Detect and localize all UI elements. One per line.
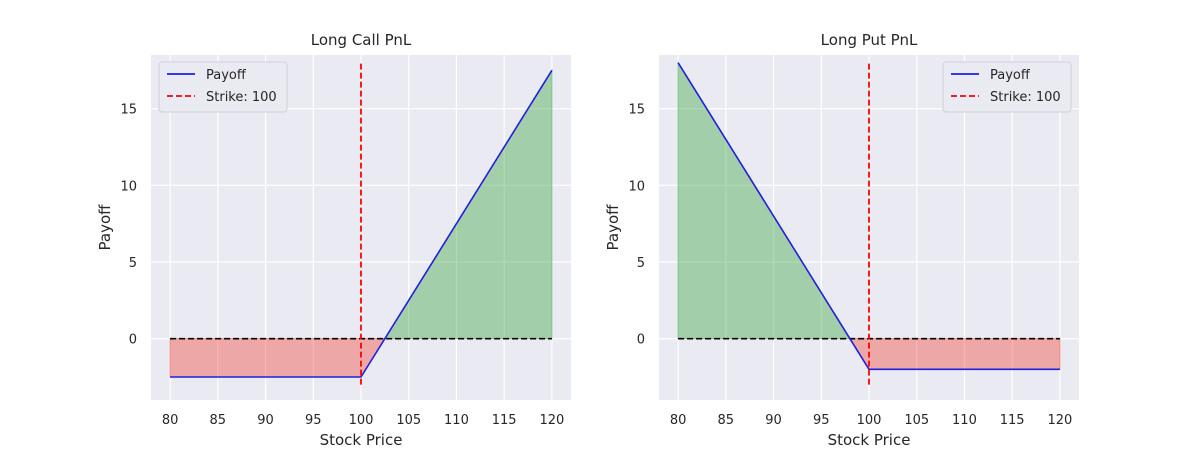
chart1-legend-payoff-label: Payoff (206, 68, 247, 83)
chart1-x-tick-label: 95 (305, 413, 322, 428)
chart1-payoff-line (170, 69, 553, 378)
chart1-x-tick-label: 120 (539, 413, 564, 428)
chart1-x-tick-label: 115 (492, 413, 517, 428)
chart2-x-tick-label: 95 (813, 413, 830, 428)
chart2-x-tick-label: 85 (718, 413, 735, 428)
chart1-y-tick-label: 0 (129, 333, 137, 348)
chart1-panel: 80 85 90 95 100 105 110 115 120 0 5 10 15 Stock Price… (96, 31, 571, 449)
chart2-title: Long Put PnL (821, 31, 918, 49)
chart1-y-tick-label: 10 (120, 179, 137, 194)
chart2-y-tick-label: 0 (637, 333, 645, 348)
chart2-y-tick-label: 10 (628, 179, 645, 194)
chart1-x-axis-label: Stock Price (320, 431, 403, 449)
chart2-x-tick-label: 115 (1000, 413, 1025, 428)
chart2-legend: Payoff Strike: 100 (942, 61, 1072, 113)
chart1-legend: Payoff Strike: 100 (158, 61, 288, 113)
chart2-y-axis-label: Payoff (604, 204, 622, 251)
chart1-x-tick-label: 105 (396, 413, 421, 428)
chart1-x-tick-label: 100 (349, 413, 374, 428)
chart2-x-axis-label: Stock Price (828, 431, 911, 449)
chart1-x-tick-label: 110 (444, 413, 469, 428)
chart1-y-axis-label: Payoff (96, 204, 114, 251)
chart1-title: Long Call PnL (311, 31, 412, 49)
chart2-y-tick-label: 15 (628, 103, 645, 118)
chart1-legend-strike-label: Strike: 100 (206, 90, 277, 105)
chart2-panel: 80 85 90 95 100 105 110 115 120 0 5 10 15 Stock Price… (604, 31, 1079, 449)
chart2-legend-payoff-label: Payoff (990, 68, 1031, 83)
chart2-legend-strike-label: Strike: 100 (990, 90, 1061, 105)
chart2-x-tick-label: 105 (904, 413, 929, 428)
chart1-x-tick-label: 80 (162, 413, 179, 428)
chart1-y-tick-label: 5 (129, 256, 137, 271)
chart1-loss-area (169, 338, 386, 378)
chart1-y-tick-label: 15 (120, 103, 137, 118)
chart2-x-tick-label: 120 (1047, 413, 1072, 428)
chart1-x-tick-label: 90 (257, 413, 274, 428)
chart2-x-tick-label: 80 (670, 413, 687, 428)
chart2-x-tick-label: 90 (765, 413, 782, 428)
chart2-x-tick-label: 110 (952, 413, 977, 428)
chart2-payoff-line (677, 62, 1060, 371)
chart1-x-tick-label: 85 (210, 413, 227, 428)
chart2-y-tick-label: 5 (637, 256, 645, 271)
chart2-loss-area (849, 338, 1061, 370)
chart2-x-tick-label: 100 (857, 413, 882, 428)
